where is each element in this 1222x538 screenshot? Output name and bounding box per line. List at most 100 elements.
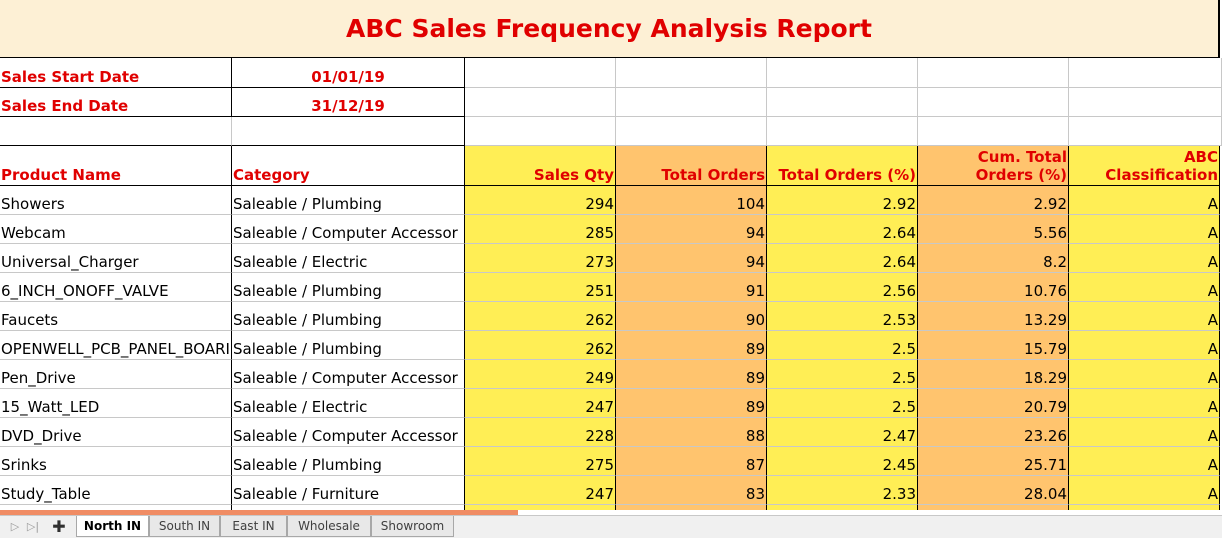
empty-cell[interactable] <box>1069 58 1222 88</box>
empty-cell[interactable] <box>767 117 918 146</box>
cell-product[interactable]: DVD_Drive <box>0 418 232 447</box>
cell-total-orders-pct[interactable]: 2.45 <box>767 447 918 476</box>
cell-product[interactable]: Faucets <box>0 302 232 331</box>
cell-abc-class[interactable]: A <box>1069 418 1220 447</box>
cell-sales-qty[interactable]: 251 <box>465 273 616 302</box>
cell-abc-class[interactable]: A <box>1069 215 1220 244</box>
end-date-value[interactable]: 31/12/19 <box>232 88 465 117</box>
cell-sales-qty[interactable]: 262 <box>465 302 616 331</box>
cell-total-orders[interactable]: 104 <box>616 186 767 215</box>
cell-product[interactable]: Srinks <box>0 447 232 476</box>
cell-total-orders[interactable]: 89 <box>616 331 767 360</box>
cell-category[interactable]: Saleable / Computer Accessor <box>232 418 465 447</box>
cell-abc-class[interactable]: A <box>1069 476 1220 505</box>
empty-cell[interactable] <box>232 117 465 146</box>
header-product-name[interactable]: Product Name <box>0 146 232 186</box>
partial-row-cell[interactable] <box>918 505 1069 510</box>
sheet-tab[interactable]: North IN <box>76 516 149 537</box>
cell-total-orders-pct[interactable]: 2.64 <box>767 215 918 244</box>
cell-cum-total-pct[interactable]: 8.2 <box>918 244 1069 273</box>
header-category[interactable]: Category <box>232 146 465 186</box>
partial-row-cell[interactable] <box>232 505 465 510</box>
empty-cell[interactable] <box>767 88 918 117</box>
cell-abc-class[interactable]: A <box>1069 389 1220 418</box>
empty-cell[interactable] <box>1069 88 1222 117</box>
add-sheet-icon[interactable]: ✚ <box>52 517 66 536</box>
empty-cell[interactable] <box>616 117 767 146</box>
cell-total-orders[interactable]: 89 <box>616 360 767 389</box>
empty-cell[interactable] <box>767 58 918 88</box>
last-sheet-icon[interactable]: ▷| <box>26 520 40 533</box>
start-date-label[interactable]: Sales Start Date <box>0 58 232 88</box>
cell-abc-class[interactable]: A <box>1069 331 1220 360</box>
empty-cell[interactable] <box>465 117 616 146</box>
header-cum-total-orders-pct[interactable]: Cum. Total Orders (%) <box>918 146 1069 186</box>
end-date-label[interactable]: Sales End Date <box>0 88 232 117</box>
cell-total-orders[interactable]: 83 <box>616 476 767 505</box>
cell-abc-class[interactable]: A <box>1069 360 1220 389</box>
cell-category[interactable]: Saleable / Furniture <box>232 476 465 505</box>
cell-abc-class[interactable]: A <box>1069 244 1220 273</box>
empty-cell[interactable] <box>465 58 616 88</box>
cell-category[interactable]: Saleable / Plumbing <box>232 331 465 360</box>
cell-total-orders[interactable]: 87 <box>616 447 767 476</box>
cell-product[interactable]: 15_Watt_LED <box>0 389 232 418</box>
cell-sales-qty[interactable]: 228 <box>465 418 616 447</box>
cell-total-orders[interactable]: 88 <box>616 418 767 447</box>
cell-product[interactable]: OPENWELL_PCB_PANEL_BOARI <box>0 331 232 360</box>
cell-product[interactable]: 6_INCH_ONOFF_VALVE <box>0 273 232 302</box>
partial-row-cell[interactable] <box>767 505 918 510</box>
cell-product[interactable]: Webcam <box>0 215 232 244</box>
cell-product[interactable]: Showers <box>0 186 232 215</box>
cell-sales-qty[interactable]: 247 <box>465 476 616 505</box>
cell-total-orders-pct[interactable]: 2.53 <box>767 302 918 331</box>
cell-cum-total-pct[interactable]: 13.29 <box>918 302 1069 331</box>
empty-cell[interactable] <box>616 58 767 88</box>
sheet-tab[interactable]: Showroom <box>371 516 454 537</box>
start-date-value[interactable]: 01/01/19 <box>232 58 465 88</box>
cell-total-orders-pct[interactable]: 2.47 <box>767 418 918 447</box>
sheet-tab[interactable]: East IN <box>220 516 287 537</box>
cell-abc-class[interactable]: A <box>1069 302 1220 331</box>
cell-cum-total-pct[interactable]: 2.92 <box>918 186 1069 215</box>
cell-abc-class[interactable]: A <box>1069 186 1220 215</box>
cell-category[interactable]: Saleable / Computer Accessor <box>232 215 465 244</box>
cell-total-orders-pct[interactable]: 2.64 <box>767 244 918 273</box>
cell-cum-total-pct[interactable]: 5.56 <box>918 215 1069 244</box>
empty-cell[interactable] <box>0 117 232 146</box>
cell-total-orders[interactable]: 91 <box>616 273 767 302</box>
cell-cum-total-pct[interactable]: 18.29 <box>918 360 1069 389</box>
cell-cum-total-pct[interactable]: 28.04 <box>918 476 1069 505</box>
cell-sales-qty[interactable]: 294 <box>465 186 616 215</box>
empty-cell[interactable] <box>465 88 616 117</box>
cell-total-orders[interactable]: 90 <box>616 302 767 331</box>
cell-cum-total-pct[interactable]: 15.79 <box>918 331 1069 360</box>
sheet-tab[interactable]: Wholesale <box>287 516 371 537</box>
header-total-orders-pct[interactable]: Total Orders (%) <box>767 146 918 186</box>
empty-cell[interactable] <box>918 117 1069 146</box>
cell-total-orders[interactable]: 94 <box>616 215 767 244</box>
cell-category[interactable]: Saleable / Plumbing <box>232 447 465 476</box>
cell-total-orders[interactable]: 94 <box>616 244 767 273</box>
cell-category[interactable]: Saleable / Computer Accessor <box>232 360 465 389</box>
cell-cum-total-pct[interactable]: 25.71 <box>918 447 1069 476</box>
cell-sales-qty[interactable]: 275 <box>465 447 616 476</box>
cell-total-orders-pct[interactable]: 2.5 <box>767 389 918 418</box>
cell-sales-qty[interactable]: 249 <box>465 360 616 389</box>
cell-category[interactable]: Saleable / Electric <box>232 244 465 273</box>
cell-category[interactable]: Saleable / Plumbing <box>232 302 465 331</box>
partial-row-cell[interactable] <box>465 505 616 510</box>
cell-abc-class[interactable]: A <box>1069 447 1220 476</box>
cell-total-orders-pct[interactable]: 2.5 <box>767 360 918 389</box>
first-sheet-icon[interactable]: ▷ <box>10 520 20 533</box>
empty-cell[interactable] <box>918 88 1069 117</box>
cell-category[interactable]: Saleable / Plumbing <box>232 186 465 215</box>
cell-total-orders-pct[interactable]: 2.92 <box>767 186 918 215</box>
header-sales-qty[interactable]: Sales Qty <box>465 146 616 186</box>
header-abc-classification[interactable]: ABC Classification <box>1069 146 1220 186</box>
cell-product[interactable]: Study_Table <box>0 476 232 505</box>
cell-sales-qty[interactable]: 285 <box>465 215 616 244</box>
empty-cell[interactable] <box>616 88 767 117</box>
empty-cell[interactable] <box>1069 117 1222 146</box>
sheet-tab[interactable]: South IN <box>149 516 220 537</box>
